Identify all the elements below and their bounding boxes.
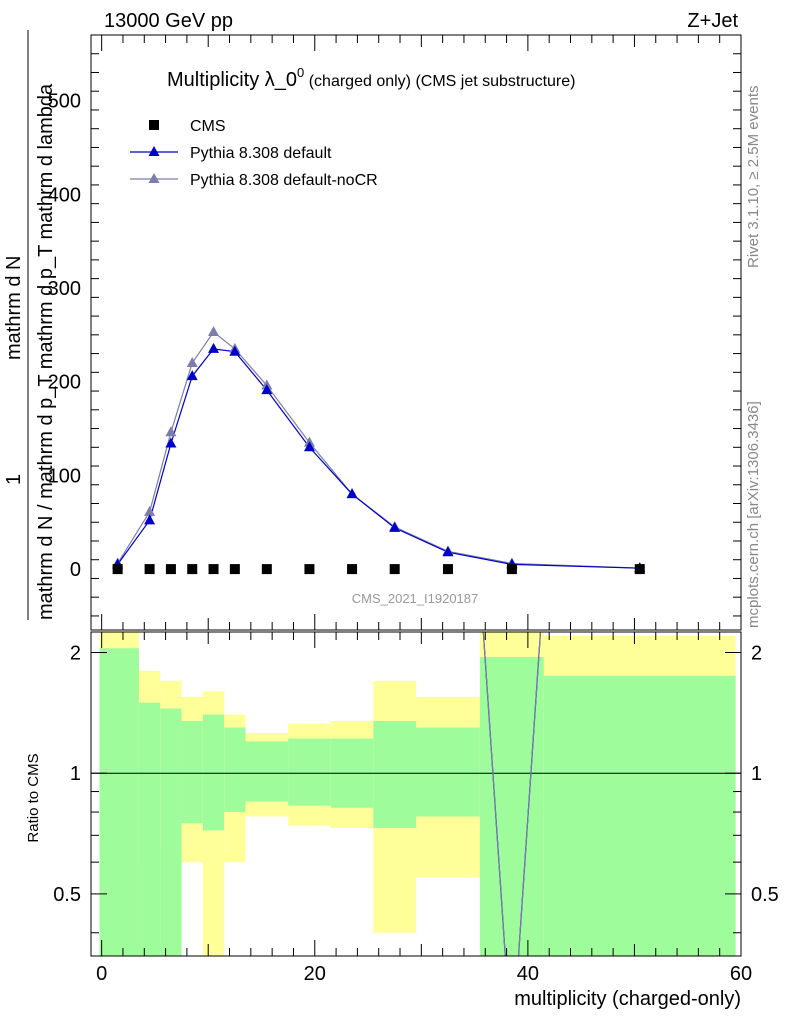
- series-point: [186, 370, 198, 381]
- uncertainty-band-inner: [543, 675, 736, 956]
- uncertainty-band-inner: [479, 656, 544, 956]
- legend-marker: [148, 146, 160, 156]
- series-point: [389, 521, 401, 532]
- y-label-denominator: mathrm d N / mathrm d p_T mathrm d p_T m…: [35, 83, 57, 620]
- y-tick-label: 500: [48, 91, 81, 113]
- ratio-y-tick-label-right: 2: [751, 643, 762, 665]
- ratio-y-tick-label-right: 0.5: [751, 884, 779, 906]
- series-line: [117, 331, 640, 569]
- series-point: [165, 426, 177, 437]
- ratio-y-tick-label: 0.5: [53, 884, 81, 906]
- header-energy: 13000 GeV pp: [104, 10, 233, 32]
- data-point: [112, 564, 123, 575]
- series-point: [144, 505, 156, 516]
- ratio-series-line: [482, 632, 542, 956]
- series-line: [117, 348, 640, 569]
- mcplots-label: mcplots.cern.ch [arXiv:1306.3436]: [745, 401, 762, 628]
- data-point: [165, 564, 176, 575]
- y-axis-label: 1 mathrm d N mathrm d N / mathrm d p_T mat…: [3, 30, 57, 620]
- analysis-watermark: CMS_2021_I1920187: [352, 591, 479, 606]
- legend-marker-cms: [149, 120, 159, 130]
- x-tick-label: 20: [304, 963, 326, 985]
- y-tick-label: 300: [48, 278, 81, 300]
- header-process: Z+Jet: [687, 10, 738, 32]
- y-tick-label: 400: [48, 184, 81, 206]
- uncertainty-band-inner: [160, 708, 182, 956]
- data-point: [442, 564, 453, 575]
- y-tick-label: 200: [48, 372, 81, 394]
- chart-title: Multiplicity λ_00 (charged only) (CMS je…: [167, 65, 575, 91]
- data-point: [261, 564, 272, 575]
- rivet-version-label: Rivet 3.1.10, ≥ 2.5M events: [745, 85, 762, 269]
- y-label-one: 1: [3, 474, 25, 485]
- ratio-axis-label: Ratio to CMS: [25, 753, 42, 842]
- y-tick-label: 0: [70, 559, 81, 581]
- legend-label: Pythia 8.308 default: [190, 145, 332, 162]
- legend-marker: [148, 173, 160, 183]
- series-point: [144, 514, 156, 525]
- data-point: [347, 564, 358, 575]
- uncertainty-band-inner: [224, 727, 246, 813]
- series-point: [303, 441, 315, 452]
- ratio-y-tick-label-right: 1: [751, 763, 762, 785]
- uncertainty-band-inner: [416, 727, 480, 817]
- data-point: [506, 564, 517, 575]
- series-point: [261, 384, 273, 395]
- uncertainty-band-inner: [288, 738, 331, 806]
- series-point: [346, 488, 358, 499]
- data-point: [144, 564, 155, 575]
- uncertainty-band-inner: [138, 702, 161, 956]
- series-point: [229, 345, 241, 356]
- series-point: [208, 326, 220, 337]
- data-point: [389, 564, 400, 575]
- y-tick-label: 100: [48, 465, 81, 487]
- legend-label: Pythia 8.308 default-noCR: [190, 172, 378, 189]
- x-axis-label: multiplicity (charged-only): [514, 988, 741, 1010]
- main-frame: [90, 34, 742, 631]
- data-point: [187, 564, 198, 575]
- x-tick-label: 60: [730, 963, 752, 985]
- data-point: [208, 564, 219, 575]
- uncertainty-band-inner: [99, 648, 139, 956]
- uncertainty-band-inner: [202, 714, 225, 831]
- x-tick-label: 0: [96, 963, 107, 985]
- data-point: [634, 564, 645, 575]
- data-point: [229, 564, 240, 575]
- ratio-bands: [99, 632, 736, 956]
- ratio-y-tick-label: 2: [70, 643, 81, 665]
- ratio-frame: [90, 631, 742, 957]
- series-point: [442, 546, 454, 557]
- uncertainty-band-inner: [181, 720, 203, 824]
- y-label-dN: mathrm d N: [3, 256, 25, 360]
- legend-label: CMS: [190, 118, 226, 135]
- ratio-y-tick-label: 1: [70, 763, 81, 785]
- series-point: [165, 437, 177, 448]
- series-point: [186, 356, 198, 367]
- main-series: [112, 326, 646, 575]
- x-tick-label: 40: [517, 963, 539, 985]
- uncertainty-band-inner: [245, 741, 289, 802]
- series-point: [208, 342, 220, 353]
- data-point: [304, 564, 315, 575]
- uncertainty-band-inner: [373, 720, 416, 829]
